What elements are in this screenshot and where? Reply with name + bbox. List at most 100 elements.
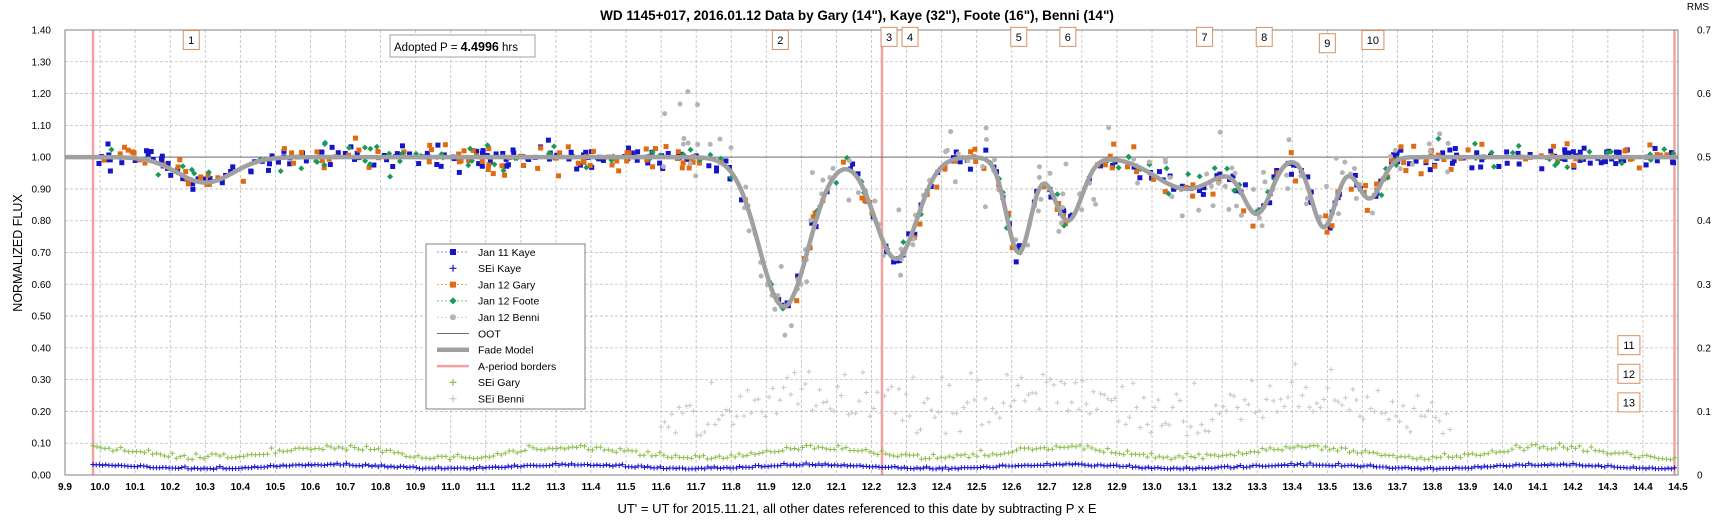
sei-point — [177, 454, 183, 460]
x-tick-label: 11.5 — [617, 482, 636, 493]
sei-point — [480, 465, 486, 471]
sei-point — [946, 466, 952, 472]
x-tick-label: 11.0 — [441, 482, 460, 493]
sei-point — [1481, 451, 1487, 457]
flux-point-kaye — [1621, 157, 1627, 163]
sei-point — [1361, 416, 1367, 422]
flux-point-gary — [643, 146, 649, 152]
flux-point-foote — [1564, 164, 1571, 171]
flux-point-benni — [820, 177, 826, 183]
sei-point — [375, 464, 381, 470]
x-tick-label: 14.4 — [1633, 482, 1653, 493]
flux-point-kaye — [158, 156, 164, 162]
flux-point-kaye — [1504, 149, 1510, 155]
sei-point — [1291, 462, 1297, 468]
sei-point — [811, 446, 817, 452]
sei-point — [1561, 461, 1567, 467]
sei-point — [990, 451, 996, 457]
sei-series — [90, 361, 1677, 472]
sei-point — [1450, 466, 1456, 472]
sei-point — [891, 453, 897, 459]
sei-point — [996, 463, 1002, 469]
flux-point-benni — [880, 253, 886, 259]
sei-point — [213, 451, 219, 457]
flux-point-benni — [1047, 170, 1053, 176]
sei-point — [1170, 404, 1176, 410]
sei-point — [933, 466, 939, 472]
flux-point-gary — [366, 164, 372, 170]
sei-point — [482, 454, 488, 460]
sei-point — [936, 409, 942, 415]
flux-point-gary — [1622, 148, 1628, 154]
legend-item: SEi Kaye — [449, 263, 521, 275]
sei-point — [1375, 388, 1381, 394]
sei-point — [165, 454, 171, 460]
sei-point — [716, 453, 722, 459]
sei-point — [756, 463, 762, 469]
flux-point-gary — [502, 172, 508, 178]
sei-point — [1199, 421, 1204, 427]
sei-point — [328, 461, 334, 467]
sei-point — [1202, 428, 1208, 434]
sei-point — [1245, 402, 1251, 408]
sei-point — [718, 465, 724, 471]
sei-point — [475, 455, 481, 461]
sei-point — [879, 448, 885, 454]
sei-point — [1407, 429, 1413, 435]
sei-point — [410, 464, 416, 470]
flux-point-gary — [1190, 182, 1196, 188]
sei-point — [344, 447, 350, 453]
sei-point — [961, 405, 967, 411]
sei-point — [242, 464, 248, 470]
sei-point — [1255, 449, 1261, 455]
sei-point — [1019, 463, 1025, 469]
sei-point — [790, 461, 796, 467]
sei-point — [1164, 454, 1170, 460]
sei-point — [512, 462, 518, 468]
sei-point — [693, 453, 699, 459]
flux-point-kaye — [1452, 146, 1458, 152]
sei-point — [1513, 461, 1519, 467]
sei-point — [1196, 451, 1202, 457]
sei-point — [755, 396, 761, 402]
flux-point-kaye — [1267, 200, 1273, 206]
flux-point-gary — [696, 160, 702, 166]
sei-point — [363, 461, 369, 467]
flux-point-kaye — [1271, 174, 1277, 180]
sei-point — [321, 462, 327, 468]
flux-point-gary — [1009, 245, 1015, 251]
flux-point-foote — [1604, 149, 1611, 156]
sei-point — [451, 465, 457, 471]
sei-point — [712, 454, 718, 460]
sei-point — [348, 443, 354, 449]
flux-point-kaye — [1643, 162, 1649, 168]
flux-point-kaye — [371, 162, 377, 168]
sei-point — [966, 454, 972, 460]
sei-point — [1628, 451, 1634, 457]
sei-point — [179, 465, 185, 471]
flux-point-benni — [707, 141, 713, 147]
flux-point-kaye — [713, 168, 719, 174]
sei-point — [106, 445, 112, 451]
sei-point — [970, 451, 976, 457]
sei-point — [766, 394, 772, 400]
flux-point-gary — [426, 159, 432, 165]
flux-point-kaye — [1394, 150, 1400, 156]
flux-point-kaye — [1479, 157, 1485, 163]
sei-point — [1191, 380, 1197, 386]
period-value: 4.4996 — [461, 40, 499, 54]
flux-point-kaye — [159, 153, 165, 159]
sei-point — [806, 369, 812, 375]
sei-point — [901, 464, 907, 470]
sei-point — [280, 449, 286, 455]
dip-label: 4 — [901, 26, 919, 47]
flux-point-gary — [299, 149, 305, 155]
flux-point-foote — [465, 162, 472, 169]
sei-point — [1033, 390, 1039, 396]
sei-point — [360, 447, 366, 453]
sei-point — [1355, 463, 1361, 469]
flux-point-kaye — [1305, 174, 1311, 180]
sei-point — [205, 453, 211, 459]
flux-point-gary — [1374, 181, 1380, 187]
sei-point — [748, 410, 754, 416]
